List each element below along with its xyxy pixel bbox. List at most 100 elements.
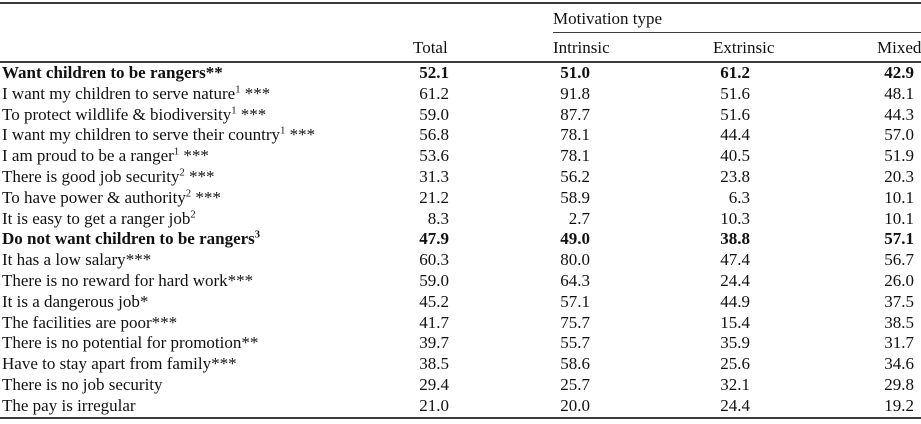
row-label: I am proud to be a ranger1 *** <box>0 146 410 167</box>
row-label: There is good job security2 *** <box>0 167 410 188</box>
table-row: It is easy to get a ranger job2 8.3 2.7 … <box>0 209 921 230</box>
row-label-significance-stars: *** <box>240 83 271 103</box>
table-row: There is good job security2 *** 31.3 56.… <box>0 167 921 188</box>
value-intrinsic: 78.1 <box>560 125 590 145</box>
label-column-header <box>0 32 410 63</box>
row-label-text: I am proud to be a ranger <box>2 146 174 166</box>
value-extrinsic: 35.9 <box>720 333 750 353</box>
cell-mixed: 29.8 <box>877 375 921 396</box>
value-intrinsic: 51.0 <box>560 63 590 82</box>
table-row: To have power & authority2 *** 21.2 58.9… <box>0 188 921 209</box>
table-header: Motivation type Total Intrinsic Extrinsi… <box>0 3 921 63</box>
cell-intrinsic: 78.1 <box>553 146 713 167</box>
value-mixed: 26.0 <box>884 270 914 290</box>
value-mixed: 29.8 <box>884 374 914 394</box>
value-extrinsic: 51.6 <box>720 83 750 103</box>
cell-total: 52.1 <box>410 62 553 84</box>
table-row: The pay is irregular 21.0 20.0 24.4 19.2 <box>0 395 921 419</box>
table-row: The facilities are poor*** 41.7 75.7 15.… <box>0 313 921 334</box>
value-total: 52.1 <box>419 63 449 82</box>
row-label-significance-stars: *** <box>151 312 178 332</box>
value-extrinsic: 24.4 <box>720 395 750 415</box>
cell-extrinsic: 24.4 <box>713 395 877 419</box>
row-label: It has a low salary*** <box>0 250 410 271</box>
cell-intrinsic: 2.7 <box>553 209 713 230</box>
value-extrinsic: 15.4 <box>720 312 750 332</box>
cell-mixed: 48.1 <box>877 84 921 105</box>
cell-total: 39.7 <box>410 333 553 354</box>
value-intrinsic: 91.8 <box>560 83 590 103</box>
row-label-text: To protect wildlife & biodiversity <box>2 104 232 124</box>
value-total: 8.3 <box>427 208 449 228</box>
value-intrinsic: 20.0 <box>560 395 590 415</box>
cell-intrinsic: 49.0 <box>553 229 713 250</box>
cell-total: 56.8 <box>410 125 553 146</box>
value-mixed: 44.3 <box>884 104 914 124</box>
value-total: 39.7 <box>419 333 449 353</box>
row-label: There is no reward for hard work*** <box>0 271 410 292</box>
value-intrinsic: 57.1 <box>560 291 590 311</box>
value-extrinsic: 47.4 <box>720 250 750 270</box>
row-label-text: I want my children to serve their countr… <box>2 125 281 145</box>
value-mixed: 42.9 <box>884 63 914 82</box>
cell-total: 59.0 <box>410 105 553 126</box>
row-label-significance-stars: *** <box>125 250 152 270</box>
cell-total: 21.2 <box>410 188 553 209</box>
value-intrinsic: 64.3 <box>560 270 590 290</box>
cell-total: 45.2 <box>410 292 553 313</box>
table-row: Want children to be rangers** 52.1 51.0 … <box>0 62 921 84</box>
row-label-text: Do not want children to be rangers <box>2 229 255 249</box>
cell-total: 31.3 <box>410 167 553 188</box>
value-mixed: 56.7 <box>884 250 914 270</box>
value-total: 31.3 <box>419 166 449 186</box>
row-label-text: To have power & authority <box>2 187 186 207</box>
value-mixed: 51.9 <box>884 146 914 166</box>
cell-intrinsic: 55.7 <box>553 333 713 354</box>
cell-total: 41.7 <box>410 313 553 334</box>
row-label-significance-stars: *** <box>236 104 267 124</box>
value-mixed: 31.7 <box>884 333 914 353</box>
cell-mixed: 20.3 <box>877 167 921 188</box>
value-total: 41.7 <box>419 312 449 332</box>
row-label: To have power & authority2 *** <box>0 188 410 209</box>
value-extrinsic: 23.8 <box>720 166 750 186</box>
cell-mixed: 31.7 <box>877 333 921 354</box>
cell-mixed: 34.6 <box>877 354 921 375</box>
empty-header-cell <box>0 3 553 33</box>
value-extrinsic: 61.2 <box>720 63 750 82</box>
row-label-significance-stars: * <box>139 291 149 311</box>
cell-intrinsic: 91.8 <box>553 84 713 105</box>
cell-extrinsic: 6.3 <box>713 188 877 209</box>
value-extrinsic: 6.3 <box>728 187 750 207</box>
value-extrinsic: 51.6 <box>720 104 750 124</box>
value-total: 21.2 <box>419 187 449 207</box>
cell-extrinsic: 51.6 <box>713 84 877 105</box>
row-label: The facilities are poor*** <box>0 313 410 334</box>
cell-extrinsic: 47.4 <box>713 250 877 271</box>
row-label: To protect wildlife & biodiversity1 *** <box>0 105 410 126</box>
cell-extrinsic: 25.6 <box>713 354 877 375</box>
value-mixed: 10.1 <box>884 187 914 207</box>
cell-total: 29.4 <box>410 375 553 396</box>
cell-intrinsic: 20.0 <box>553 395 713 419</box>
row-label-superscript: 2 <box>179 167 185 179</box>
cell-mixed: 10.1 <box>877 188 921 209</box>
value-intrinsic: 87.7 <box>560 104 590 124</box>
row-label-text: The pay is irregular <box>2 395 136 415</box>
motivation-type-label: Motivation type <box>553 9 663 28</box>
row-label-significance-stars: *** <box>184 166 215 186</box>
row-label-superscript: 1 <box>173 146 180 158</box>
row-label-text: The facilities are poor <box>2 312 152 332</box>
value-total: 29.4 <box>419 374 449 394</box>
value-mixed: 57.0 <box>884 125 914 145</box>
cell-mixed: 56.7 <box>877 250 921 271</box>
cell-intrinsic: 25.7 <box>553 375 713 396</box>
row-label-text: It is easy to get a ranger job <box>2 208 191 228</box>
value-intrinsic: 55.7 <box>560 333 590 353</box>
row-label-significance-stars: *** <box>211 354 237 374</box>
value-mixed: 34.6 <box>884 354 914 374</box>
cell-total: 21.0 <box>410 395 553 419</box>
value-total: 53.6 <box>419 146 449 166</box>
cell-intrinsic: 75.7 <box>553 313 713 334</box>
